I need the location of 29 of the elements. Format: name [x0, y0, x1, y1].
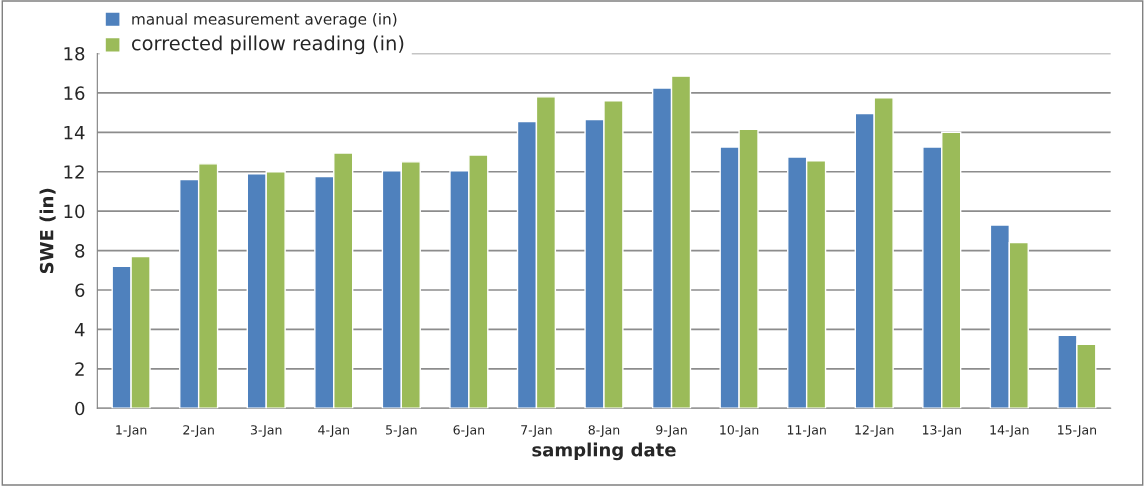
x-tick-label: 8-Jan: [588, 425, 620, 437]
x-tick-label: 12-Jan: [855, 425, 894, 437]
x-tick-label: 4-Jan: [318, 425, 349, 437]
x-tick-label: 1-Jan: [116, 425, 147, 437]
x-tick-label: 9-Jan: [656, 425, 687, 437]
x-tick-label: 15-Jan: [1058, 425, 1097, 437]
x-axis-title: sampling date: [532, 442, 676, 461]
y-tick-label: 2: [75, 362, 84, 376]
x-tick-label: 5-Jan: [386, 425, 417, 437]
x-tick-label: 14-Jan: [990, 425, 1029, 437]
y-tick-label: 14: [64, 126, 85, 140]
y-tick-label: 16: [64, 86, 85, 100]
y-tick-label: 12: [64, 165, 84, 179]
x-tick-label: 7-Jan: [521, 425, 552, 437]
x-tick-label: 11-Jan: [787, 425, 826, 437]
y-tick-label: 10: [64, 204, 85, 219]
legend-label: corrected pillow reading (in): [132, 35, 404, 55]
y-tick-label: 8: [75, 244, 85, 258]
y-tick-label: 18: [64, 46, 85, 61]
y-tick-label: 4: [74, 323, 85, 337]
y-tick-label: 6: [75, 283, 85, 298]
x-tick-label: 10-Jan: [720, 425, 759, 437]
x-tick-label: 3-Jan: [250, 425, 282, 437]
x-tick-label: 2-Jan: [183, 425, 214, 437]
x-tick-label: 13-Jan: [922, 425, 961, 437]
x-tick-label: 6-Jan: [453, 425, 485, 437]
y-tick-label: 0: [75, 401, 85, 416]
legend-label: manual measurement average (in): [132, 12, 397, 28]
y-axis-title: SWE (in): [39, 188, 56, 274]
